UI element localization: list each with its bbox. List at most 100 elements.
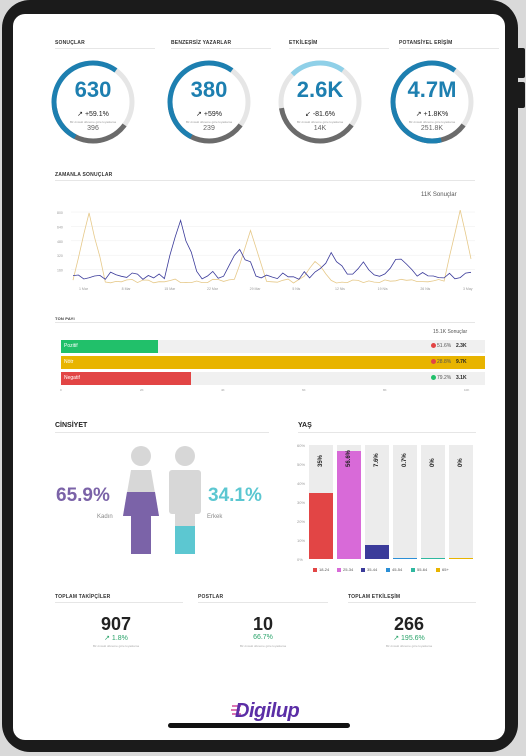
kpi-label-potential-reach: POTANSİYEL ERİŞİM bbox=[399, 40, 453, 46]
age-pct-label: 0.7% bbox=[402, 453, 408, 467]
change-down-icon bbox=[431, 359, 436, 365]
divider bbox=[348, 602, 476, 603]
followers-change: 1.8% bbox=[111, 635, 128, 642]
y-tick-label: 160 bbox=[57, 269, 63, 273]
posts-value: 10 bbox=[252, 614, 274, 634]
kpi-subtitle: Bir önceki döneme göre kıyaslama bbox=[408, 120, 456, 124]
age-y-tick: 50% bbox=[297, 462, 306, 467]
legend-label: 25-34 bbox=[343, 567, 354, 572]
kpi-value: 630 bbox=[74, 77, 112, 102]
kpi-subtitle: Bir önceki döneme göre kıyaslama bbox=[185, 120, 233, 124]
tone-label: Negatif bbox=[64, 375, 80, 381]
brand-logo: Digilup bbox=[235, 700, 300, 722]
age-bar-45-54 bbox=[393, 557, 417, 559]
legend-swatch bbox=[337, 567, 341, 572]
tone-value: 3.1K bbox=[456, 375, 467, 381]
tone-row-negative: Negatif 79.2% 3.1K bbox=[61, 372, 485, 385]
tone-pct: 79.2% bbox=[437, 375, 452, 381]
side-button-bottom bbox=[517, 82, 525, 108]
tone-x-tick: 0 bbox=[60, 388, 62, 392]
x-tick-label: 15 Mar bbox=[164, 287, 176, 291]
kpi-results: 630 ↗ +59.1% Bir önceki döneme göre kıya… bbox=[50, 59, 136, 145]
side-button-top bbox=[517, 48, 525, 78]
tone-title: TON PAYI bbox=[55, 316, 75, 321]
legend-label: 65+ bbox=[442, 567, 449, 572]
kpi-value: 380 bbox=[190, 77, 228, 102]
x-tick-label: 1 Mar bbox=[79, 287, 89, 291]
tone-x-tick: 6K bbox=[302, 388, 306, 392]
legend-swatch bbox=[313, 567, 317, 572]
total-engagement-label: TOPLAM ETKİLEŞİM bbox=[348, 594, 401, 600]
divider bbox=[55, 432, 269, 433]
posts-subtitle: Bir önceki döneme göre kıyaslama bbox=[239, 644, 287, 648]
posts-label: POSTLAR bbox=[198, 594, 224, 600]
kpi-value: 2.6K bbox=[296, 77, 344, 102]
kpi-engagement: 2.6K ↙ -81.6% Bir önceki döneme göre kıy… bbox=[277, 59, 363, 145]
kpi-previous: 251.8K bbox=[420, 125, 444, 132]
total-engagement-value: 266 bbox=[393, 614, 425, 634]
kpi-previous: 396 bbox=[87, 125, 99, 132]
y-tick-label: 480 bbox=[57, 240, 63, 244]
divider bbox=[55, 48, 155, 49]
tone-x-tick: 4K bbox=[221, 388, 225, 392]
divider bbox=[198, 602, 328, 603]
arrow-up-icon: ↗ bbox=[393, 635, 400, 642]
kpi-unique-authors: 380 ↗ +59% Bir önceki döneme göre kıyasl… bbox=[166, 59, 252, 145]
age-y-tick: 10% bbox=[297, 538, 306, 543]
tone-x-tick: 8K bbox=[383, 388, 387, 392]
kpi-change: +59% bbox=[203, 111, 222, 118]
gender-title: CİNSİYET bbox=[55, 422, 88, 429]
tone-value: 9.7K bbox=[456, 359, 467, 365]
legend-label: 18-24 bbox=[319, 567, 330, 572]
x-tick-label: 3 May bbox=[463, 287, 473, 291]
age-column bbox=[393, 445, 417, 559]
age-column bbox=[449, 445, 473, 559]
tone-value: 2.3K bbox=[456, 343, 467, 349]
divider bbox=[55, 180, 475, 181]
change-down-icon bbox=[431, 343, 436, 349]
age-pct-label: 0% bbox=[430, 458, 436, 467]
male-figure-icon bbox=[169, 446, 201, 554]
tone-bar-negative: Negatif bbox=[61, 372, 191, 385]
x-tick-label: 8 Mar bbox=[122, 287, 132, 291]
kpi-previous: 239 bbox=[203, 125, 215, 132]
kpi-subtitle: Bir önceki döneme göre kıyaslama bbox=[296, 120, 344, 124]
divider bbox=[171, 48, 271, 49]
kpi-potential-reach: 4.7M ↗ +1.8K% Bir önceki döneme göre kıy… bbox=[389, 59, 475, 145]
female-label: Kadın bbox=[97, 514, 113, 520]
divider bbox=[399, 48, 499, 49]
arrow-up-icon: ↗ bbox=[77, 111, 83, 118]
divider bbox=[55, 602, 183, 603]
tone-label: Nötr bbox=[64, 359, 74, 365]
legend-item: 65+ bbox=[436, 567, 449, 572]
total-engagement-change: 195.6% bbox=[401, 635, 425, 642]
legend-swatch bbox=[436, 567, 440, 572]
age-bar-25-34 bbox=[337, 451, 361, 559]
age-y-tick: 0% bbox=[297, 557, 303, 562]
legend-label: 35-44 bbox=[367, 567, 378, 572]
tone-row-neutral: Nötr 28.8% 9.7K bbox=[61, 356, 485, 369]
male-label: Erkek bbox=[207, 514, 223, 520]
divider bbox=[55, 322, 475, 323]
legend-label: 45-54 bbox=[392, 567, 403, 572]
legend-item: 45-54 bbox=[386, 567, 402, 572]
brand-logo-icon bbox=[231, 705, 241, 715]
divider bbox=[298, 432, 476, 433]
y-tick-label: 800 bbox=[57, 211, 63, 215]
tone-total: 15.1K Sonuçlar bbox=[433, 329, 468, 335]
previous-period-line bbox=[72, 210, 472, 284]
dashboard-screen: SONUÇLAR BENZERSİZ YAZARLAR ETKİLEŞİM PO… bbox=[13, 14, 505, 740]
total-engagement-subtitle: Bir önceki döneme göre kıyaslama bbox=[385, 644, 433, 648]
female-figure-icon bbox=[123, 446, 159, 554]
kpi-ring bbox=[51, 60, 135, 144]
legend-swatch bbox=[361, 567, 365, 572]
posts-change: 66.7% bbox=[253, 634, 273, 641]
timeline-total: 11K Sonuçlar bbox=[421, 192, 457, 198]
kpi-ring bbox=[390, 60, 474, 144]
arrow-down-icon: ↙ bbox=[304, 111, 311, 118]
age-pct-label: 56.6% bbox=[346, 449, 352, 467]
home-indicator[interactable] bbox=[168, 723, 350, 728]
age-bar-55-64 bbox=[421, 558, 445, 559]
followers-subtitle: Bir önceki döneme göre kıyaslama bbox=[92, 644, 140, 648]
age-bar-18-24 bbox=[309, 492, 333, 559]
